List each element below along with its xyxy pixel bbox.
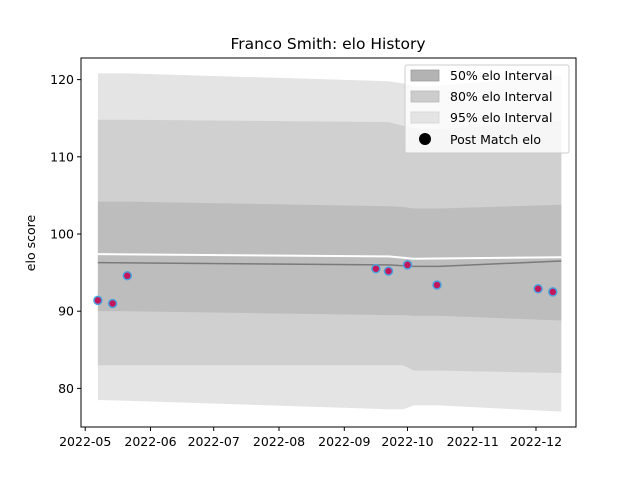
legend-swatch-50 <box>410 69 440 82</box>
post-match-point <box>383 266 394 276</box>
legend: 50% elo Interval 80% elo Interval 95% el… <box>404 64 570 154</box>
x-tick-label: 2022-06 <box>124 434 176 449</box>
y-tick-label: 100 <box>50 227 74 242</box>
chart-title: Franco Smith: elo History <box>230 35 425 53</box>
post-match-point <box>402 260 413 270</box>
x-tick-label: 2022-10 <box>381 434 433 449</box>
x-tick-label: 2022-08 <box>253 434 305 449</box>
post-match-point <box>533 284 543 294</box>
legend-swatch-95 <box>410 111 440 124</box>
x-tick-label: 2022-11 <box>447 434 499 449</box>
legend-swatch-80 <box>410 90 440 103</box>
post-match-point <box>371 263 381 274</box>
mean-elo-line <box>97 260 562 268</box>
x-tick-label: 2022-07 <box>188 434 240 449</box>
y-tick-label: 120 <box>50 72 74 87</box>
y-axis: 80 90 100 110 120 <box>50 72 81 396</box>
plot-frame <box>80 57 577 428</box>
x-tick-label: 2022-12 <box>510 434 562 449</box>
y-tick-label: 110 <box>50 149 74 164</box>
x-axis: 2022-05 2022-06 2022-07 2022-08 2022-09 2022-… <box>59 427 562 449</box>
x-tick-label: 2022-09 <box>318 434 370 449</box>
x-tick-label: 2022-05 <box>59 434 111 449</box>
legend-label-post-match: Post Match elo <box>450 132 541 147</box>
post-match-point <box>93 295 103 306</box>
band-50-interval <box>97 201 562 321</box>
post-match-point <box>548 287 558 297</box>
legend-box <box>404 64 570 154</box>
legend-marker-post-match <box>419 133 431 145</box>
y-axis-label: elo score <box>23 215 38 272</box>
legend-label-95: 95% elo Interval <box>450 110 552 125</box>
y-tick-label: 90 <box>58 304 74 319</box>
legend-label-50: 50% elo Interval <box>450 68 552 83</box>
post-match-point <box>122 270 133 281</box>
upper-reference-line <box>97 253 562 260</box>
legend-label-80: 80% elo Interval <box>450 89 552 104</box>
post-match-point <box>432 280 442 290</box>
post-match-point <box>107 298 118 309</box>
y-tick-label: 80 <box>58 381 74 396</box>
